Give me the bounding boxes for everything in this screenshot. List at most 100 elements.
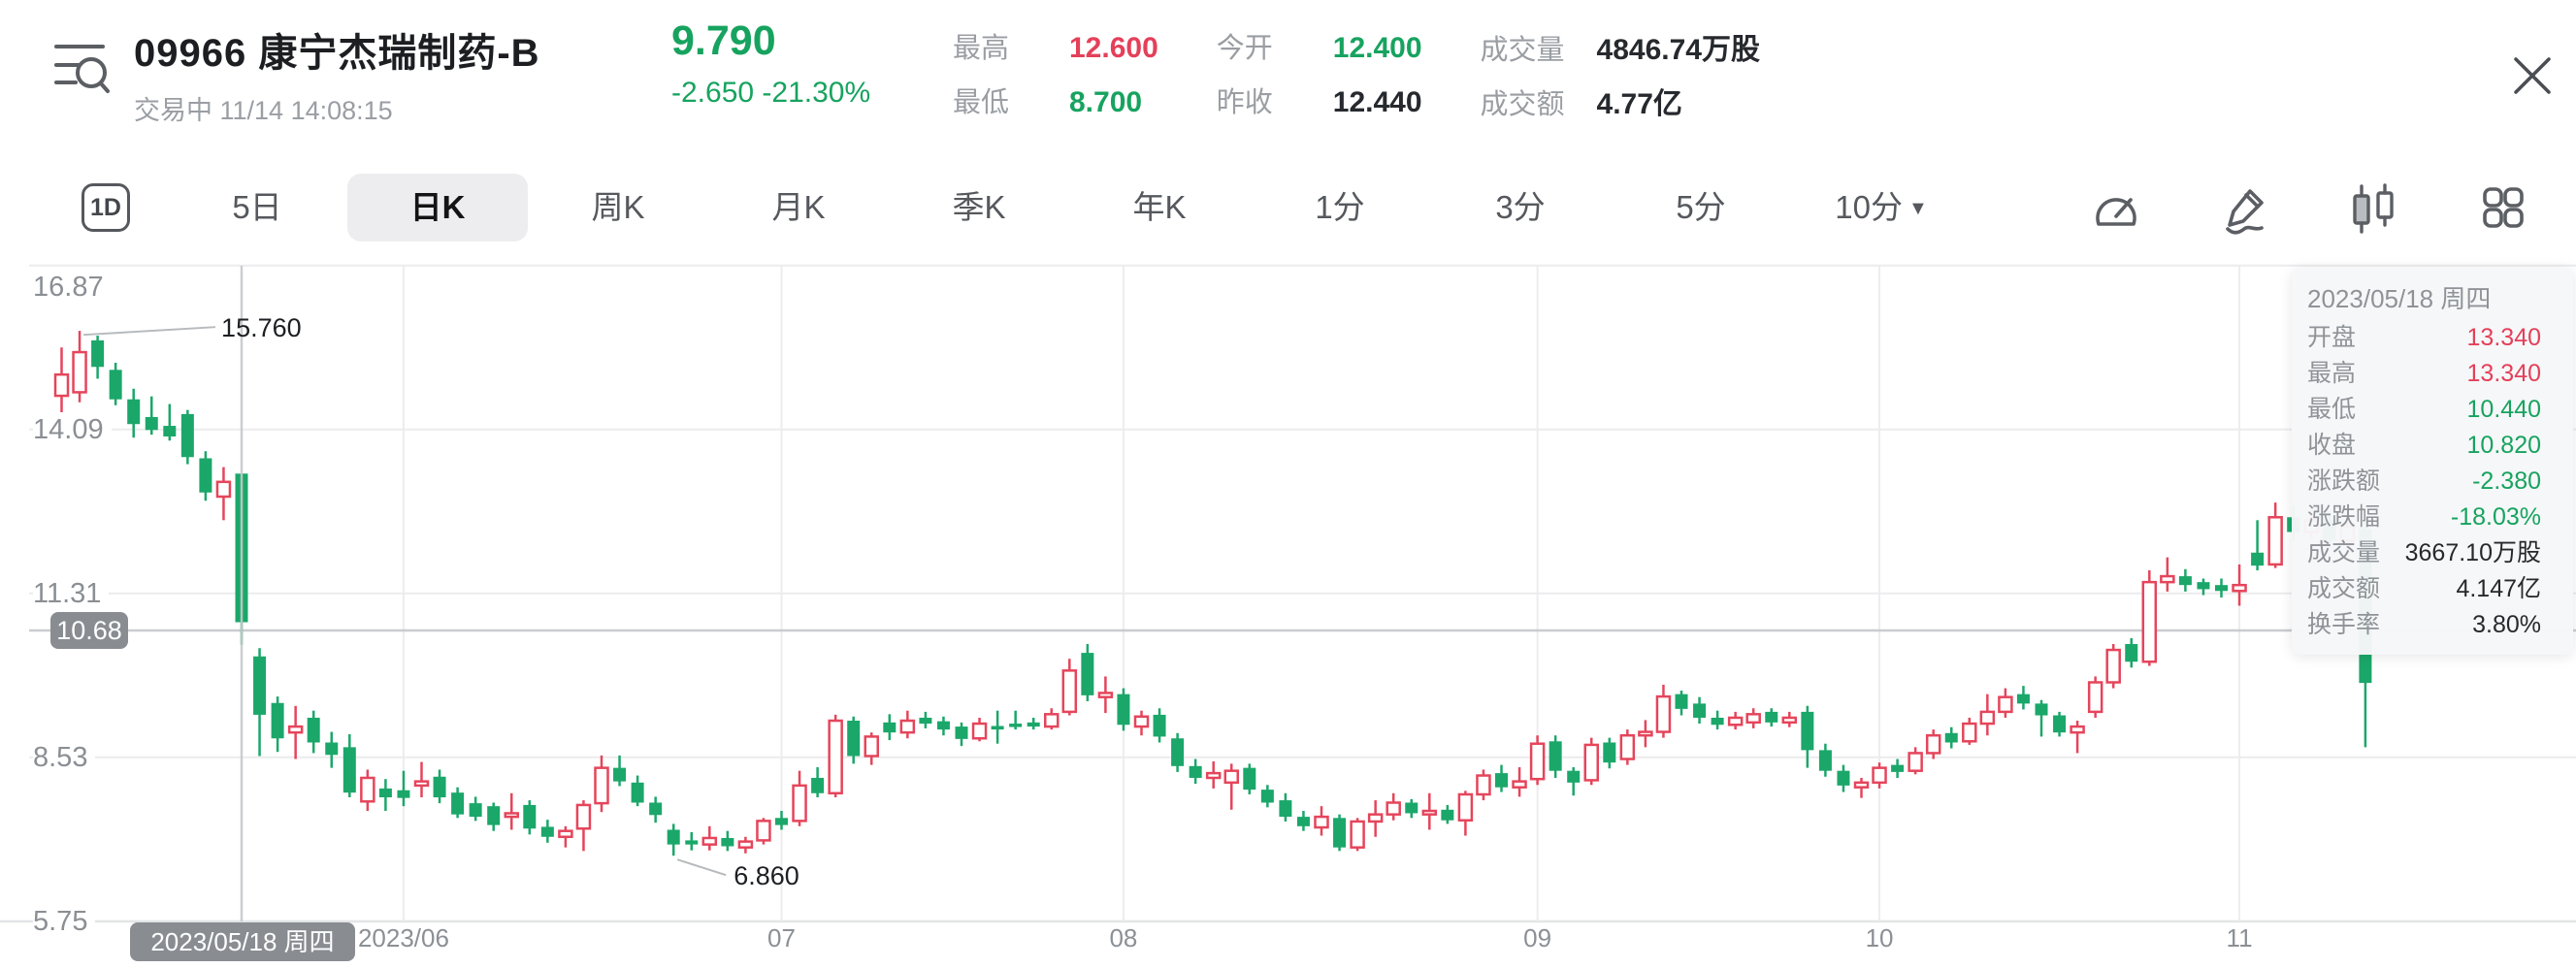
candle[interactable]: [2287, 505, 2300, 542]
candle[interactable]: [1944, 726, 1958, 749]
candle[interactable]: [433, 769, 446, 804]
search-list-icon[interactable]: [41, 29, 118, 107]
candle[interactable]: [792, 770, 807, 826]
candle[interactable]: [1027, 717, 1040, 730]
candle[interactable]: [523, 800, 537, 835]
candle[interactable]: [1097, 676, 1114, 714]
candle[interactable]: [864, 732, 879, 765]
candle[interactable]: [72, 331, 87, 403]
candle[interactable]: [667, 823, 680, 856]
candle[interactable]: [2160, 557, 2175, 592]
candle[interactable]: [91, 336, 105, 379]
candle[interactable]: [1386, 792, 1401, 821]
candle[interactable]: [2232, 564, 2247, 606]
candle[interactable]: [631, 775, 644, 807]
candle[interactable]: [360, 769, 375, 812]
candle[interactable]: [1133, 710, 1150, 736]
candle[interactable]: [1549, 735, 1562, 778]
candle[interactable]: [1296, 811, 1310, 831]
candle[interactable]: [2251, 520, 2265, 570]
candle[interactable]: [737, 836, 754, 854]
candle[interactable]: [2105, 643, 2121, 689]
candle[interactable]: [235, 473, 248, 645]
candle[interactable]: [721, 830, 734, 852]
candle[interactable]: [2070, 721, 2085, 754]
candle[interactable]: [1837, 764, 1850, 792]
candle[interactable]: [1205, 760, 1222, 789]
candle[interactable]: [1872, 762, 1887, 789]
candle[interactable]: [701, 825, 718, 851]
candle[interactable]: [1818, 743, 1832, 777]
candle[interactable]: [180, 409, 194, 465]
candle[interactable]: [1711, 710, 1724, 730]
close-button[interactable]: [2507, 50, 2558, 101]
candle[interactable]: [883, 714, 897, 741]
candle[interactable]: [991, 710, 1004, 744]
candle[interactable]: [2053, 711, 2067, 737]
candle[interactable]: [2141, 569, 2158, 666]
candle[interactable]: [558, 825, 573, 848]
candle[interactable]: [109, 363, 122, 405]
candle[interactable]: [1421, 792, 1438, 830]
candle[interactable]: [1260, 785, 1274, 808]
candle[interactable]: [307, 710, 320, 754]
candle[interactable]: [1727, 711, 1744, 730]
candle[interactable]: [1619, 729, 1636, 765]
candle[interactable]: [504, 792, 519, 830]
candle[interactable]: [325, 731, 339, 768]
candle[interactable]: [1189, 758, 1202, 785]
candle[interactable]: [163, 403, 177, 441]
candle[interactable]: [1567, 767, 1581, 796]
candle[interactable]: [271, 696, 284, 753]
tab-日K[interactable]: 日K: [347, 174, 528, 242]
candle[interactable]: [1891, 758, 1905, 778]
candle[interactable]: [1457, 791, 1474, 836]
candle[interactable]: [1009, 710, 1023, 730]
tab-季K[interactable]: 季K: [889, 174, 1069, 242]
candle[interactable]: [1117, 688, 1130, 731]
candle[interactable]: [1367, 800, 1384, 837]
tab-月K[interactable]: 月K: [708, 174, 889, 242]
candle[interactable]: [397, 770, 410, 807]
candle[interactable]: [1529, 735, 1546, 786]
draw-pencil-icon[interactable]: [2218, 180, 2272, 235]
candle[interactable]: [756, 818, 771, 845]
candle[interactable]: [1745, 708, 1761, 728]
candle[interactable]: [1405, 798, 1418, 819]
candle[interactable]: [1044, 708, 1060, 730]
candle[interactable]: [2178, 568, 2192, 592]
candle[interactable]: [342, 733, 356, 798]
candle[interactable]: [1781, 711, 1798, 727]
candle[interactable]: [2035, 699, 2048, 737]
gauge-icon[interactable]: [2089, 180, 2143, 235]
candle[interactable]: [1279, 792, 1292, 822]
candle[interactable]: [2303, 511, 2319, 539]
candle[interactable]: [215, 467, 232, 521]
candle[interactable]: [955, 722, 968, 747]
candle[interactable]: [1979, 694, 1996, 736]
candle[interactable]: [2016, 686, 2030, 710]
candle[interactable]: [2197, 578, 2210, 596]
range-1d-button[interactable]: 1D: [82, 183, 130, 232]
candle[interactable]: [919, 711, 932, 728]
candle[interactable]: [1171, 732, 1185, 772]
candle[interactable]: [1853, 777, 1870, 798]
candle[interactable]: [540, 820, 554, 843]
candle[interactable]: [936, 716, 950, 736]
candle[interactable]: [53, 347, 70, 420]
candle[interactable]: [1638, 720, 1653, 748]
candle[interactable]: [1693, 696, 1707, 725]
candle[interactable]: [613, 755, 627, 787]
candle[interactable]: [1675, 691, 1688, 716]
candle[interactable]: [2215, 578, 2228, 597]
candle[interactable]: [127, 388, 141, 438]
candle[interactable]: [145, 396, 158, 436]
candle[interactable]: [1314, 806, 1329, 836]
candle[interactable]: [1655, 684, 1672, 738]
candle[interactable]: [2323, 516, 2336, 548]
grid-layout-icon[interactable]: [2476, 180, 2530, 235]
candle[interactable]: [971, 717, 988, 742]
candle[interactable]: [1153, 708, 1166, 743]
candle[interactable]: [828, 714, 843, 798]
candle[interactable]: [2267, 502, 2283, 568]
